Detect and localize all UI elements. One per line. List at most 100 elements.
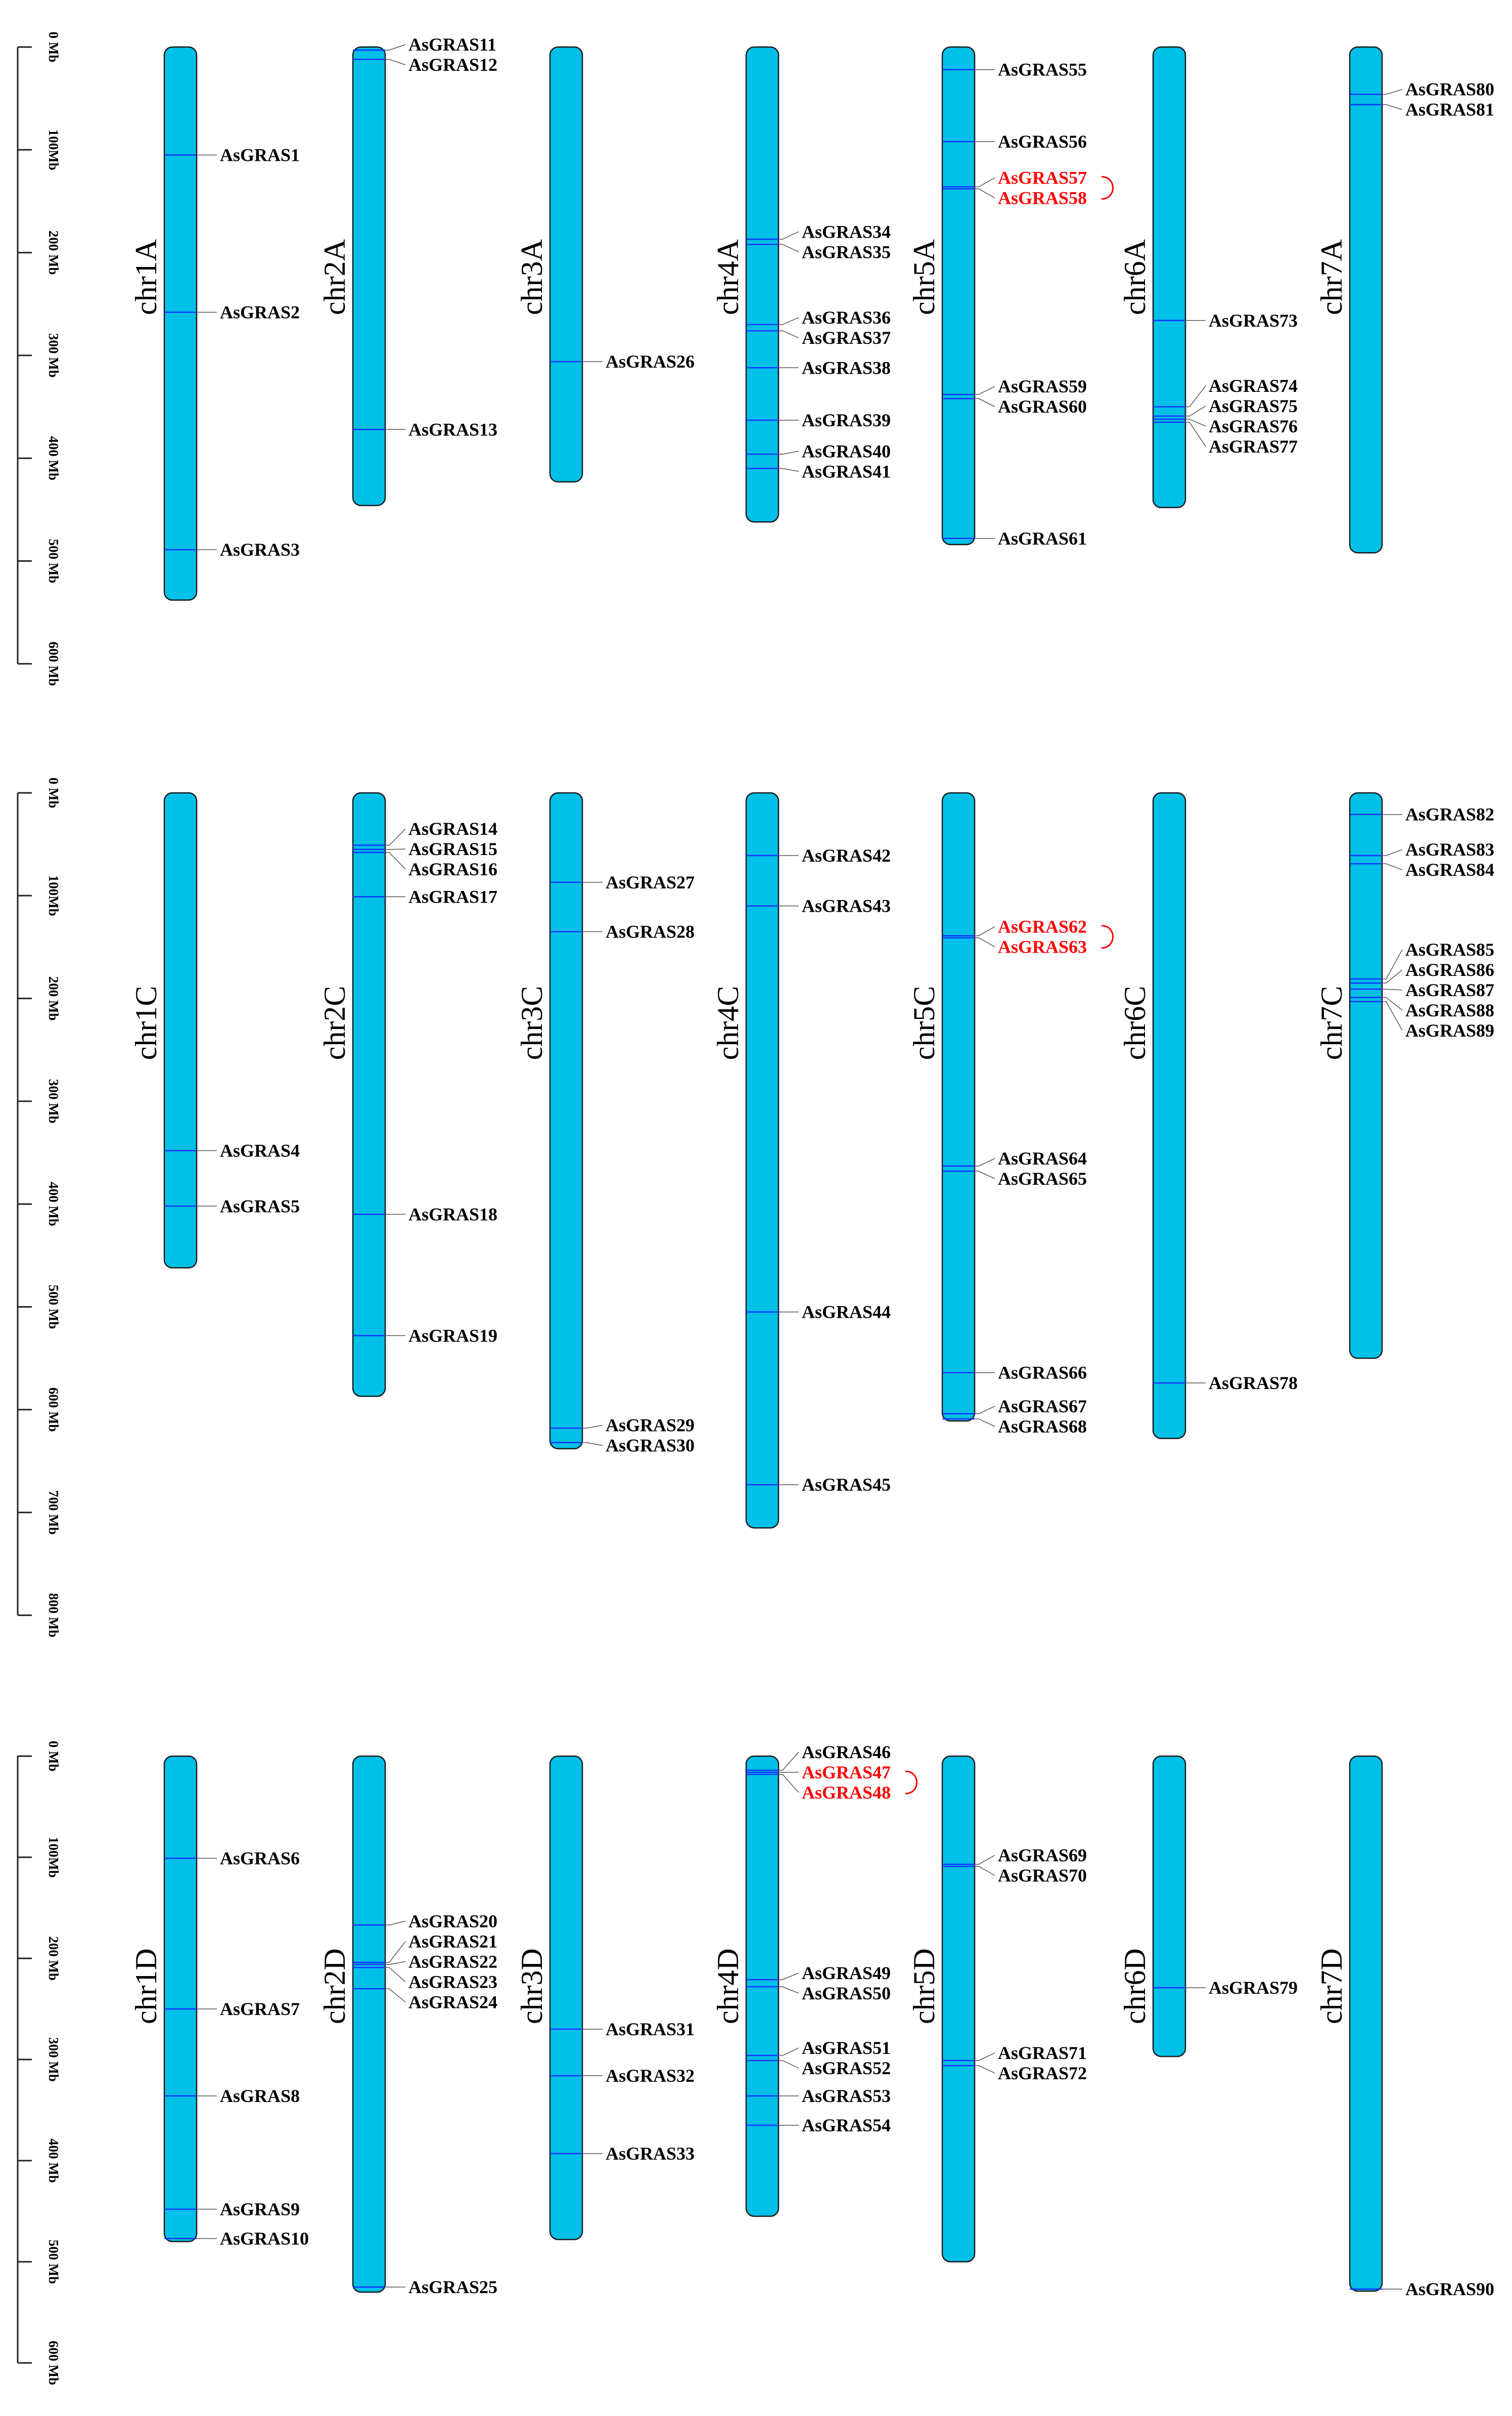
gene-leader-line	[778, 2047, 799, 2056]
gene-label: AsGRAS69	[998, 1845, 1087, 1865]
gene-label: AsGRAS90	[1405, 2279, 1494, 2299]
chromosome-chr3D: chr3D AsGRAS31 AsGRAS32 AsGRAS33	[515, 1755, 695, 2241]
gene-label: AsGRAS23	[408, 1972, 497, 1992]
scale-tick-label: 500 Mb	[46, 1285, 61, 1329]
gene-label: AsGRAS4	[220, 1140, 300, 1160]
gene-leader-line	[975, 398, 995, 407]
gene-label: AsGRAS68	[998, 1416, 1087, 1437]
chromosome-name: chr6A	[1118, 239, 1152, 315]
scale-tick-label: 400 Mb	[46, 2138, 61, 2183]
gene-label: AsGRAS31	[606, 2019, 695, 2039]
gene-leader-line	[385, 1967, 406, 1982]
chromosome-name: chr3D	[515, 1948, 548, 2024]
gene-leader-line	[385, 59, 406, 65]
gene-label: AsGRAS38	[802, 357, 891, 378]
gene-label: AsGRAS16	[408, 859, 497, 879]
chromosome-name: chr5C	[907, 986, 941, 1060]
gene-leader-line	[1382, 997, 1403, 1011]
gene-label: AsGRAS40	[802, 441, 891, 461]
gene-label: AsGRAS2	[220, 302, 300, 323]
chromosome-body	[1152, 46, 1186, 509]
chromosome-body	[549, 46, 583, 483]
gene-label: AsGRAS77	[1209, 436, 1298, 457]
gene-leader-line	[975, 1406, 995, 1414]
gene-leader-line	[385, 852, 406, 870]
gene-label: AsGRAS50	[802, 1983, 891, 2003]
gene-label: AsGRAS43	[802, 896, 891, 916]
gene-leader-line	[975, 1171, 995, 1179]
gene-leader-line	[778, 1973, 799, 1980]
gene-label: AsGRAS62	[998, 917, 1087, 937]
gene-label: AsGRAS35	[802, 242, 891, 262]
scale-tick-label: 300 Mb	[46, 333, 61, 378]
gene-leader-line	[1382, 863, 1403, 870]
gene-label: AsGRAS67	[998, 1396, 1087, 1416]
gene-label: AsGRAS14	[408, 819, 497, 839]
gene-label: AsGRAS41	[802, 461, 891, 481]
scale-tick-label: 600 Mb	[46, 2341, 61, 2385]
scale-tick-label: 500 Mb	[46, 539, 61, 584]
chromosome-chr7C: chr7CAsGRAS82AsGRAS83AsGRAS84AsGRAS85AsG…	[1315, 792, 1494, 1359]
scale-tick-label: 800 Mb	[46, 1593, 61, 1638]
gene-leader-line	[975, 2052, 995, 2061]
chromosome-name: chr1C	[129, 986, 163, 1060]
chromosome-body	[1152, 792, 1186, 1439]
chromosome-name: chr4C	[711, 986, 745, 1060]
scale-tick-label: 400 Mb	[46, 1182, 61, 1226]
scale-tick-label: 200 Mb	[46, 231, 61, 275]
gene-label: AsGRAS6	[220, 1848, 300, 1868]
panel-D: 0 Mb 100Mb 200 Mb 300 Mb 400 Mb 500 Mb 600 Mb c…	[17, 1741, 1494, 2385]
gene-label: AsGRAS56	[998, 131, 1087, 152]
scale-tick-label: 0 Mb	[46, 1741, 61, 1772]
gene-leader-line	[778, 451, 799, 455]
gene-leader-line	[778, 1752, 799, 1771]
gene-label: AsGRAS26	[606, 351, 695, 372]
chromosome-name: chr4A	[711, 239, 745, 315]
gene-label: AsGRAS66	[998, 1363, 1087, 1383]
gene-label: AsGRAS78	[1209, 1373, 1298, 1393]
chromosome-body	[163, 1755, 198, 2243]
scale-tick-label: 500 Mb	[46, 2240, 61, 2284]
gene-label: AsGRAS45	[802, 1474, 891, 1495]
gene-leader-line	[975, 1855, 995, 1865]
gene-label: AsGRAS49	[802, 1963, 891, 1983]
gene-label: AsGRAS32	[606, 2066, 695, 2086]
chromosome-chr4C: chr4C AsGRAS42 AsGRAS43 AsGRAS44 AsGRAS45	[711, 792, 891, 1529]
gene-label: AsGRAS24	[408, 1992, 497, 2012]
scale-tick-label: 700 Mb	[46, 1490, 61, 1535]
gene-label: AsGRAS44	[802, 1302, 891, 1322]
chromosome-chr6D: chr6D AsGRAS79	[1118, 1755, 1298, 2057]
gene-label: AsGRAS58	[998, 188, 1087, 208]
gene-leader-line	[1185, 406, 1206, 417]
gene-label: AsGRAS85	[1405, 939, 1494, 960]
gene-label: AsGRAS10	[220, 2228, 309, 2249]
chromosome-name: chr5D	[907, 1948, 941, 2024]
gene-leader-line	[385, 828, 406, 846]
gene-label: AsGRAS18	[408, 1204, 497, 1225]
chromosome-body	[745, 46, 780, 523]
gene-label: AsGRAS28	[606, 921, 695, 942]
chromosome-chr2D: chr2DAsGRAS20AsGRAS21AsGRAS22AsGRAS23AsG…	[318, 1755, 497, 2297]
scale-tick-label: 0 Mb	[46, 778, 61, 809]
scale-tick-label: 200 Mb	[46, 1936, 61, 1981]
chromosome-name: chr3C	[515, 986, 548, 1060]
gene-label: AsGRAS27	[606, 872, 695, 892]
gene-label: AsGRAS52	[802, 2058, 891, 2078]
gene-leader-line	[975, 177, 995, 188]
gene-label: AsGRAS64	[998, 1148, 1087, 1169]
gene-label: AsGRAS87	[1405, 980, 1494, 1000]
gene-label: AsGRAS59	[998, 376, 1087, 396]
gene-label: AsGRAS61	[998, 528, 1087, 549]
gene-leader-line	[975, 926, 995, 936]
gene-leader-line	[778, 1774, 799, 1793]
gene-leader-line	[975, 2065, 995, 2074]
gene-leader-line	[778, 317, 799, 325]
tandem-duplication-bracket	[905, 1770, 918, 1795]
